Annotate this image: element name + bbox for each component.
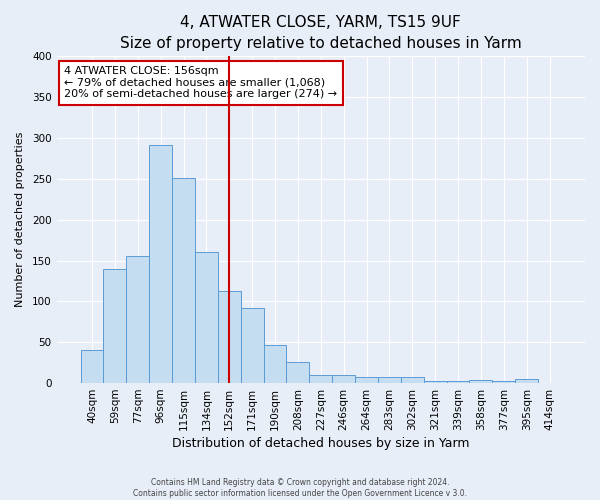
Bar xyxy=(103,268,127,383)
Y-axis label: Number of detached properties: Number of detached properties xyxy=(15,132,25,308)
Bar xyxy=(172,178,195,383)
Text: Contains HM Land Registry data © Crown copyright and database right 2024.
Contai: Contains HM Land Registry data © Crown c… xyxy=(133,478,467,498)
Bar xyxy=(286,362,310,383)
Bar xyxy=(515,379,538,383)
Bar xyxy=(355,376,378,383)
Bar xyxy=(424,382,446,383)
Bar xyxy=(241,308,263,383)
Title: 4, ATWATER CLOSE, YARM, TS15 9UF
Size of property relative to detached houses in: 4, ATWATER CLOSE, YARM, TS15 9UF Size of… xyxy=(120,15,521,51)
X-axis label: Distribution of detached houses by size in Yarm: Distribution of detached houses by size … xyxy=(172,437,470,450)
Bar xyxy=(218,291,241,383)
Bar xyxy=(446,382,469,383)
Bar xyxy=(263,346,286,383)
Bar xyxy=(149,144,172,383)
Bar xyxy=(127,256,149,383)
Bar xyxy=(310,375,332,383)
Bar xyxy=(80,350,103,383)
Bar xyxy=(469,380,493,383)
Bar xyxy=(332,375,355,383)
Bar xyxy=(378,378,401,383)
Bar xyxy=(493,382,515,383)
Text: 4 ATWATER CLOSE: 156sqm
← 79% of detached houses are smaller (1,068)
20% of semi: 4 ATWATER CLOSE: 156sqm ← 79% of detache… xyxy=(64,66,338,100)
Bar xyxy=(195,252,218,383)
Bar xyxy=(401,376,424,383)
